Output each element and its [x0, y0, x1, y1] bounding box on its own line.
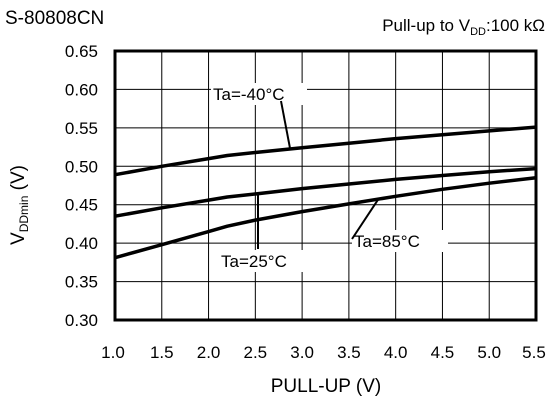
x-tick-label: 4.5	[431, 343, 455, 362]
callout-bg-3	[352, 230, 448, 252]
subtitle-suffix: :100 kΩ	[486, 16, 545, 35]
plot-frame	[113, 49, 538, 322]
y-axis-label-suffix: (V)	[8, 165, 29, 196]
y-tick-label: 0.35	[65, 273, 98, 292]
series-lines	[114, 125, 537, 260]
x-tick-label: 2.0	[197, 343, 221, 362]
x-tick-labels: 1.0 1.5 2.0 2.5 3.0 3.5 4.0 4.5 5.0 5.5	[101, 343, 546, 362]
chart-title: S-80808CN	[5, 8, 104, 29]
x-tick-label: 4.0	[384, 343, 408, 362]
y-tick-label: 0.65	[65, 42, 98, 61]
y-tick-label: 0.60	[65, 80, 98, 99]
y-tick-label: 0.50	[65, 157, 98, 176]
series-line-1	[114, 125, 537, 177]
callout-leader-3	[351, 199, 379, 240]
callout-label-2: Ta=25°C	[221, 252, 287, 271]
y-axis-label: VDDmin (V)	[8, 165, 31, 245]
series-callouts: Ta=-40°C Ta=25°C Ta=85°C	[211, 83, 448, 272]
y-axis-label-prefix: V	[8, 232, 29, 245]
x-tick-label: 5.0	[477, 343, 501, 362]
callout-label-1: Ta=-40°C	[213, 85, 285, 104]
callout-bg-1	[211, 83, 307, 105]
y-tick-label: 0.30	[65, 311, 98, 330]
plot-border	[113, 49, 538, 322]
x-tick-label: 1.5	[150, 343, 174, 362]
y-tick-label: 0.55	[65, 119, 98, 138]
x-tick-label: 5.5	[522, 343, 546, 362]
x-tick-label: 3.5	[337, 343, 361, 362]
callout-label-3: Ta=85°C	[354, 232, 420, 251]
subtitle-prefix: Pull-up to V	[382, 16, 471, 35]
series-line-3	[114, 176, 537, 260]
chart-subtitle: Pull-up to VDD:100 kΩ	[382, 16, 545, 38]
callout-bg-2	[219, 250, 315, 272]
subtitle-subscript: DD	[470, 26, 486, 38]
y-tick-label: 0.40	[65, 234, 98, 253]
x-tick-label: 2.5	[244, 343, 268, 362]
y-axis-label-subscript: DDmin	[17, 196, 31, 233]
y-tick-labels: 0.30 0.35 0.40 0.45 0.50 0.55 0.60 0.65	[65, 42, 98, 330]
x-tick-label: 1.0	[101, 343, 125, 362]
x-axis-label: PULL-UP (V)	[271, 376, 382, 397]
y-tick-label: 0.45	[65, 196, 98, 215]
series-line-2	[114, 166, 537, 218]
callout-leader-1	[280, 100, 291, 149]
x-tick-label: 3.0	[290, 343, 314, 362]
